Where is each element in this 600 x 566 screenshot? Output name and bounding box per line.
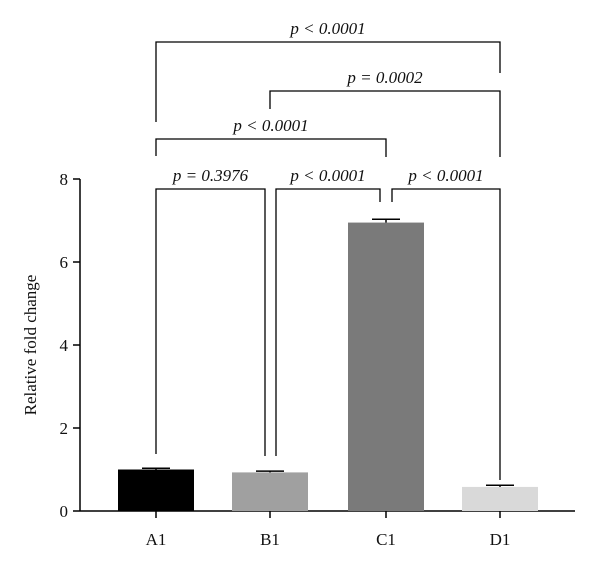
bracket-A1-D1 — [155, 41, 501, 122]
x-tick-label-D1: D1 — [490, 530, 511, 549]
p-value-label-A1-C1: p < 0.0001 — [232, 116, 308, 135]
p-value-label-B1-D1: p = 0.0002 — [346, 68, 423, 87]
x-tick-label-B1: B1 — [260, 530, 280, 549]
y-tick-label: 6 — [60, 253, 69, 272]
bar-A1 — [118, 469, 194, 511]
bracket-B1-C1 — [275, 188, 381, 456]
y-tick-label: 2 — [60, 419, 69, 438]
labels: A1 B1 C1 D1 p < 0.0001 p = 0.0002 p < 0.0001 p … — [146, 19, 511, 549]
axes: 0 2 4 6 8 — [60, 170, 575, 521]
bar-D1 — [462, 486, 538, 511]
y-tick-label: 8 — [60, 170, 69, 189]
p-value-label-C1-D1: p < 0.0001 — [407, 166, 483, 185]
significance-brackets — [155, 41, 501, 480]
bracket-A1-B1 — [155, 188, 266, 456]
bar-B1 — [232, 472, 308, 511]
p-value-label-A1-D1: p < 0.0001 — [289, 19, 365, 38]
x-tick-label-A1: A1 — [146, 530, 167, 549]
bars — [118, 218, 538, 511]
bar-C1 — [348, 222, 424, 511]
p-value-label-B1-C1: p < 0.0001 — [289, 166, 365, 185]
x-tick-label-C1: C1 — [376, 530, 396, 549]
bracket-C1-D1 — [391, 188, 501, 480]
bracket-B1-D1 — [269, 90, 501, 157]
p-value-label-A1-B1: p = 0.3976 — [172, 166, 249, 185]
y-tick-label: 0 — [60, 502, 69, 521]
bracket-A1-C1 — [155, 138, 387, 157]
y-tick-label: 4 — [60, 336, 69, 355]
y-axis-label: Relative fold change — [21, 275, 40, 416]
